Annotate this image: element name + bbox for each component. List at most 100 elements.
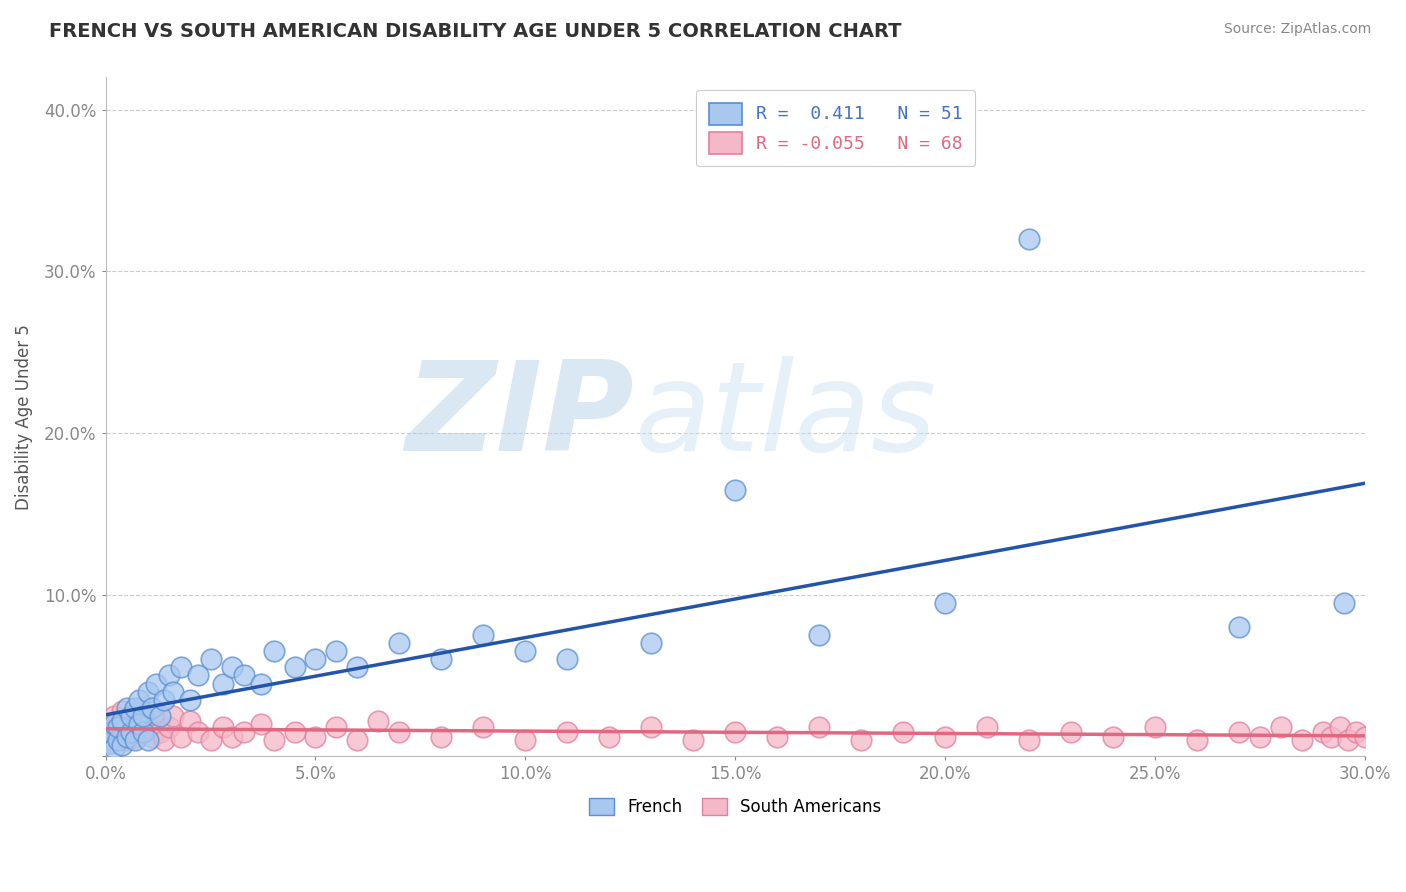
Point — [325, 644, 347, 658]
Point — [221, 730, 243, 744]
Point — [934, 596, 956, 610]
Point — [120, 723, 142, 738]
Point — [1333, 596, 1355, 610]
Point — [111, 738, 134, 752]
Point — [124, 733, 146, 747]
Point — [283, 660, 305, 674]
Point — [107, 730, 129, 744]
Point — [346, 733, 368, 747]
Point — [976, 720, 998, 734]
Point — [555, 652, 578, 666]
Point — [98, 733, 121, 747]
Point — [132, 709, 155, 723]
Point — [388, 725, 411, 739]
Point — [283, 725, 305, 739]
Point — [103, 709, 125, 723]
Point — [1312, 725, 1334, 739]
Point — [120, 709, 142, 723]
Point — [724, 483, 747, 497]
Point — [1102, 730, 1125, 744]
Point — [233, 668, 256, 682]
Point — [115, 717, 138, 731]
Point — [598, 730, 620, 744]
Text: FRENCH VS SOUTH AMERICAN DISABILITY AGE UNDER 5 CORRELATION CHART: FRENCH VS SOUTH AMERICAN DISABILITY AGE … — [49, 22, 901, 41]
Point — [132, 725, 155, 739]
Point — [430, 652, 453, 666]
Point — [111, 714, 134, 728]
Point — [388, 636, 411, 650]
Point — [233, 725, 256, 739]
Point — [128, 717, 150, 731]
Point — [179, 714, 201, 728]
Point — [250, 676, 273, 690]
Point — [472, 628, 495, 642]
Point — [128, 720, 150, 734]
Point — [766, 730, 789, 744]
Point — [120, 725, 142, 739]
Point — [1329, 720, 1351, 734]
Point — [162, 684, 184, 698]
Point — [1249, 730, 1271, 744]
Point — [170, 660, 193, 674]
Point — [200, 652, 222, 666]
Point — [136, 717, 159, 731]
Point — [472, 720, 495, 734]
Point — [200, 733, 222, 747]
Point — [153, 733, 176, 747]
Point — [162, 709, 184, 723]
Point — [149, 709, 172, 723]
Legend: French, South Americans: French, South Americans — [582, 791, 889, 822]
Point — [367, 714, 389, 728]
Point — [145, 676, 167, 690]
Point — [149, 725, 172, 739]
Text: Source: ZipAtlas.com: Source: ZipAtlas.com — [1223, 22, 1371, 37]
Point — [124, 700, 146, 714]
Point — [103, 741, 125, 756]
Point — [1143, 720, 1166, 734]
Point — [132, 725, 155, 739]
Point — [808, 720, 831, 734]
Point — [263, 644, 285, 658]
Point — [1337, 733, 1360, 747]
Point — [145, 714, 167, 728]
Text: ZIP: ZIP — [406, 356, 634, 477]
Point — [724, 725, 747, 739]
Point — [170, 730, 193, 744]
Point — [103, 725, 125, 739]
Point — [120, 709, 142, 723]
Point — [128, 692, 150, 706]
Point — [98, 736, 121, 750]
Point — [1227, 725, 1250, 739]
Point — [250, 717, 273, 731]
Point — [1354, 730, 1376, 744]
Point — [141, 730, 163, 744]
Point — [157, 668, 180, 682]
Point — [157, 720, 180, 734]
Point — [115, 730, 138, 744]
Point — [212, 676, 235, 690]
Point — [1185, 733, 1208, 747]
Point — [1018, 733, 1040, 747]
Point — [153, 692, 176, 706]
Point — [212, 720, 235, 734]
Point — [891, 725, 914, 739]
Point — [430, 730, 453, 744]
Point — [98, 717, 121, 731]
Point — [555, 725, 578, 739]
Point — [107, 714, 129, 728]
Point — [808, 628, 831, 642]
Point — [934, 730, 956, 744]
Point — [187, 725, 209, 739]
Point — [107, 720, 129, 734]
Point — [98, 725, 121, 739]
Point — [124, 730, 146, 744]
Point — [136, 684, 159, 698]
Point — [1060, 725, 1083, 739]
Point — [304, 730, 326, 744]
Point — [136, 733, 159, 747]
Point — [221, 660, 243, 674]
Point — [263, 733, 285, 747]
Point — [1018, 232, 1040, 246]
Point — [1227, 620, 1250, 634]
Point — [111, 725, 134, 739]
